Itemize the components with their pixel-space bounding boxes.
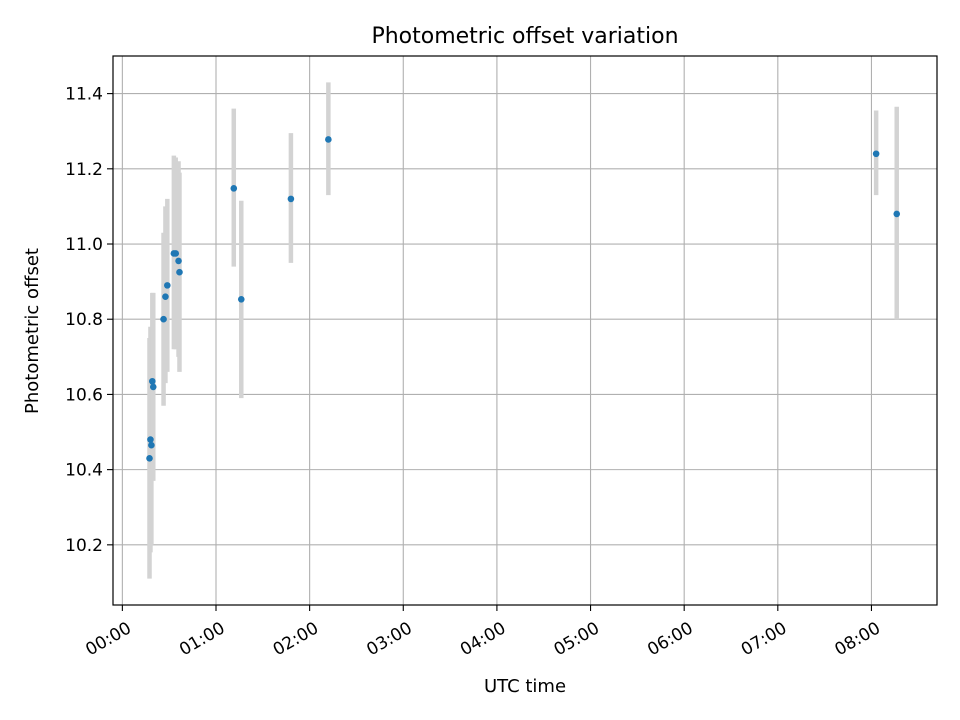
x-tick-label: 03:00 xyxy=(363,618,415,660)
x-axis-label: UTC time xyxy=(484,676,566,697)
x-tick-label: 08:00 xyxy=(832,618,884,660)
x-tick-label: 07:00 xyxy=(738,618,790,660)
y-axis-label: Photometric offset xyxy=(22,248,43,414)
x-axis-ticks: 00:00 01:00 02:00 03:00 04:00 05:00 06:00 07:00… xyxy=(82,605,884,660)
data-point xyxy=(160,315,167,323)
data-point xyxy=(237,295,245,303)
y-tick-label: 10.4 xyxy=(65,461,103,481)
data-point xyxy=(148,441,155,449)
data-point xyxy=(147,436,154,443)
y-tick-label: 11.0 xyxy=(65,235,103,255)
data-point xyxy=(146,455,153,462)
data-point xyxy=(164,282,171,289)
data-points xyxy=(146,136,901,462)
x-tick-label: 02:00 xyxy=(270,618,322,660)
x-tick-label: 05:00 xyxy=(551,618,603,660)
data-point xyxy=(172,250,180,257)
y-tick-label: 10.2 xyxy=(65,536,103,556)
data-point xyxy=(287,195,295,203)
x-tick-label: 00:00 xyxy=(82,618,134,660)
error-bars xyxy=(147,82,899,579)
y-tick-label: 11.4 xyxy=(65,85,103,105)
data-point xyxy=(325,136,332,143)
chart-title: Photometric offset variation xyxy=(371,24,678,49)
data-point xyxy=(872,150,880,158)
x-tick-label: 06:00 xyxy=(644,618,696,660)
x-tick-label: 04:00 xyxy=(457,618,509,660)
y-tick-label: 10.6 xyxy=(65,385,103,405)
data-point xyxy=(162,293,169,300)
x-tick-label: 01:00 xyxy=(176,618,228,660)
data-point xyxy=(175,257,182,265)
data-point xyxy=(149,383,157,391)
y-tick-label: 10.8 xyxy=(65,310,103,330)
data-point xyxy=(893,210,901,218)
data-point xyxy=(176,268,183,276)
grid-lines xyxy=(113,56,937,605)
y-tick-label: 11.2 xyxy=(65,160,103,180)
y-axis-ticks: 10.2 10.4 10.6 10.8 11.0 11.2 11.4 xyxy=(65,85,113,556)
plot-frame xyxy=(112,55,938,606)
data-point xyxy=(149,377,156,385)
data-point xyxy=(230,185,238,192)
